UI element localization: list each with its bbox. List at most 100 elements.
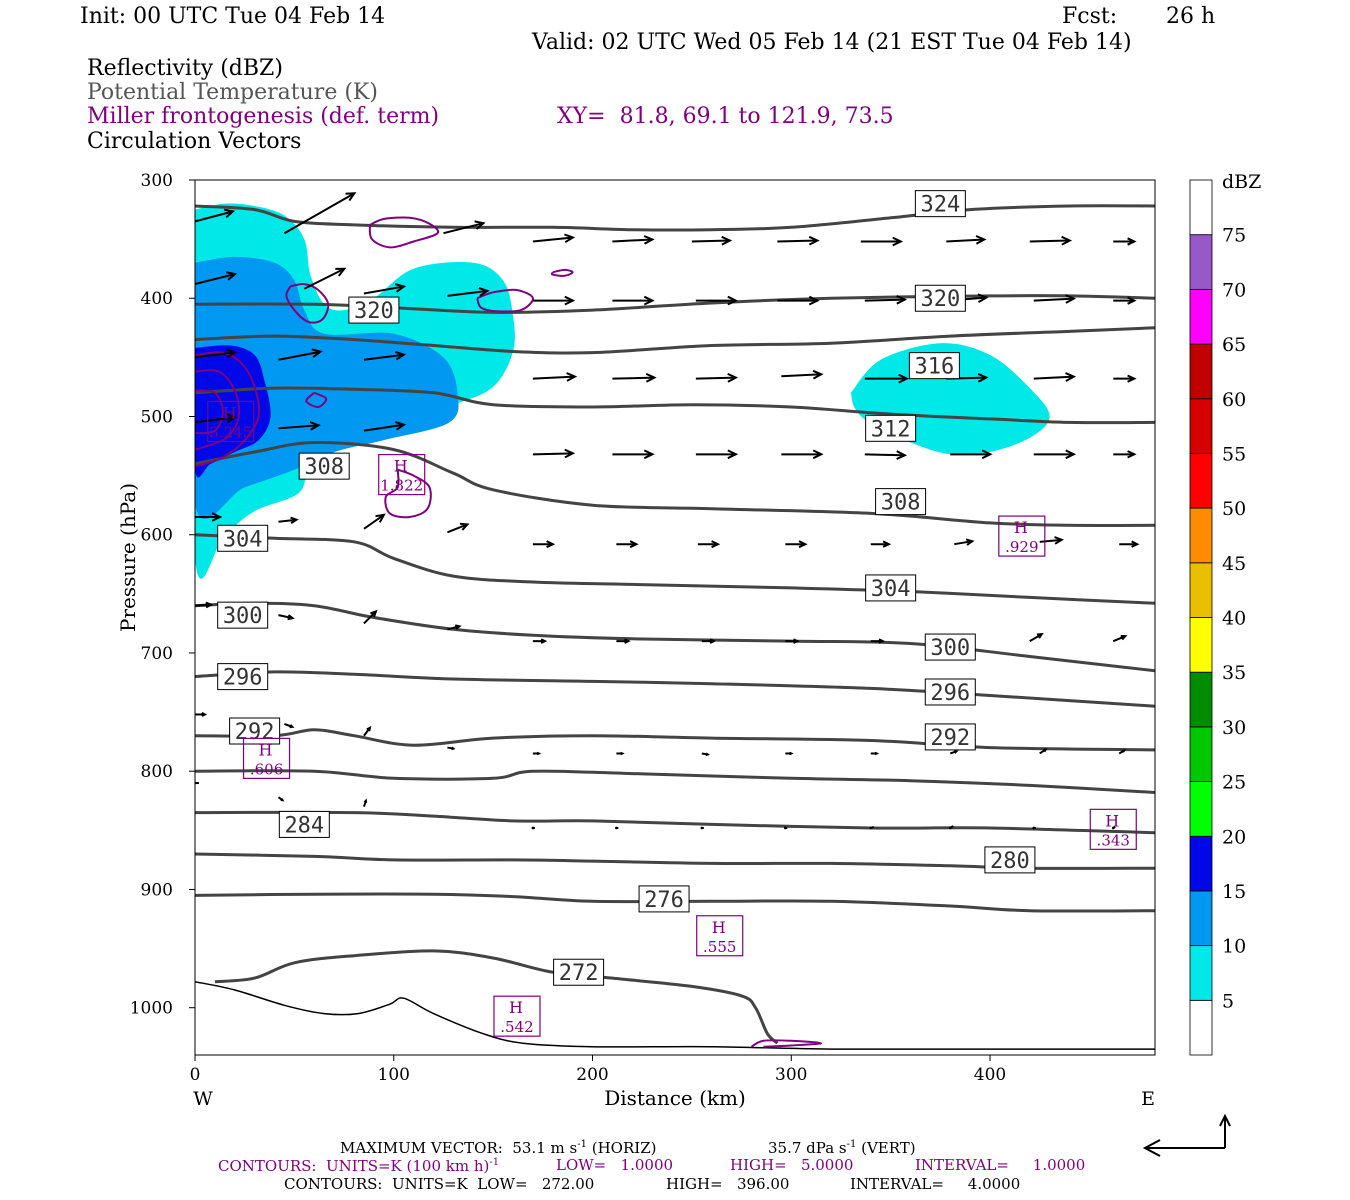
theta-contour-272 bbox=[214, 949, 779, 1045]
colorbar-level-label: 40 bbox=[1222, 608, 1246, 630]
vector-head bbox=[546, 540, 556, 549]
circulation-vector bbox=[531, 826, 535, 830]
colorbar-swatch bbox=[1189, 398, 1213, 454]
contour-label-box bbox=[924, 633, 976, 661]
theta-contours-high: HIGH= 396.00 bbox=[666, 1175, 790, 1193]
vector-head bbox=[643, 449, 655, 460]
circulation-vector bbox=[695, 449, 739, 460]
vector-head bbox=[629, 540, 639, 549]
max-label-box bbox=[696, 915, 744, 957]
x-axis-label: Distance (km) bbox=[604, 1086, 746, 1110]
vector-head bbox=[898, 373, 910, 384]
circulation-vector bbox=[532, 540, 556, 549]
circulation-vector bbox=[363, 350, 407, 361]
x-tick-label: 400 bbox=[974, 1065, 1006, 1085]
vector-dot bbox=[615, 826, 618, 830]
circulation-vector bbox=[532, 372, 578, 382]
vector-head bbox=[1065, 372, 1077, 382]
colorbar-swatch bbox=[1189, 343, 1213, 400]
circulation-vector bbox=[195, 208, 236, 223]
circulation-vector bbox=[695, 295, 739, 306]
circulation-vector bbox=[781, 449, 824, 460]
valid-time: Valid: 02 UTC Wed 05 Feb 14 (21 EST Tue … bbox=[532, 30, 1132, 55]
footer-max-vector: MAXIMUM VECTOR: 53.1 m s-1 (HORIZ) bbox=[340, 1140, 656, 1156]
circulation-vector bbox=[864, 450, 908, 460]
vector-head bbox=[620, 751, 625, 756]
frontogenesis-max-label: H.343 bbox=[1089, 808, 1137, 850]
fg-low: LOW= 1.0000 bbox=[556, 1156, 674, 1174]
vector-head bbox=[1122, 749, 1127, 753]
circulation-vector bbox=[284, 722, 295, 729]
colorbar-swatch bbox=[1189, 726, 1213, 782]
vector-head bbox=[1127, 374, 1137, 383]
circulation-vector bbox=[777, 235, 820, 246]
frontogenesis-max-label: H3.245 bbox=[207, 400, 255, 442]
vector-head bbox=[1054, 536, 1064, 545]
reflectivity-layer bbox=[195, 203, 1050, 579]
circulation-vector bbox=[948, 825, 954, 830]
contour-label-text: 320 bbox=[920, 287, 960, 312]
vector-head bbox=[474, 220, 486, 230]
theta-label-296: 296 bbox=[217, 663, 269, 691]
vector-shaft bbox=[278, 518, 297, 523]
colorbar-level-label: 55 bbox=[1222, 443, 1246, 465]
vector-dot bbox=[531, 826, 535, 830]
circulation-vector bbox=[1029, 632, 1044, 643]
vector-head bbox=[808, 295, 820, 306]
colorbar-level-label: 70 bbox=[1222, 279, 1246, 301]
max-label-h: H bbox=[259, 740, 273, 759]
vector-head bbox=[874, 751, 880, 756]
vector-head bbox=[564, 448, 576, 459]
vector-shaft bbox=[864, 453, 905, 457]
vector-shaft bbox=[283, 192, 355, 235]
vector-head bbox=[977, 372, 989, 383]
vector-shaft bbox=[695, 376, 736, 380]
vector-head bbox=[454, 624, 462, 630]
vector-head bbox=[878, 638, 886, 644]
vector-shaft bbox=[612, 376, 655, 380]
footer-max-vector-vert: 35.7 dPa s-1 (VERT) bbox=[768, 1140, 916, 1156]
frontogenesis-contour bbox=[384, 468, 432, 519]
vector-head bbox=[1043, 748, 1048, 753]
contour-label-text: 296 bbox=[223, 666, 263, 691]
theta-label-308: 308 bbox=[298, 452, 350, 480]
frontogenesis-max-label: H.929 bbox=[998, 515, 1046, 557]
circulation-vector bbox=[277, 796, 285, 802]
contour-label-layer: 324 320 320 316 312 308 308 304 304 300 300 296 296 2… bbox=[207, 190, 1137, 1037]
vector-head bbox=[205, 601, 214, 609]
circulation-vector bbox=[1032, 826, 1036, 830]
contour-label-box bbox=[217, 524, 269, 552]
legend-reflectivity: Reflectivity (dBZ) bbox=[87, 56, 283, 81]
contour-label-box bbox=[914, 284, 966, 312]
colorbar-swatch bbox=[1189, 617, 1213, 673]
contour-label-box bbox=[865, 574, 917, 602]
circulation-vector bbox=[616, 540, 639, 549]
vector-head bbox=[1036, 632, 1044, 639]
y-tick-label: 700 bbox=[141, 644, 173, 664]
vector-head bbox=[395, 350, 407, 361]
vector-head bbox=[645, 372, 657, 383]
forecast-label: Fcst: bbox=[1062, 4, 1118, 29]
vector-shaft bbox=[363, 353, 405, 361]
circulation-vector bbox=[781, 369, 824, 380]
circulation-vector bbox=[278, 614, 295, 621]
colorbar-swatch bbox=[1189, 671, 1213, 728]
contour-label-box bbox=[278, 810, 330, 838]
theta-contour-304 bbox=[195, 533, 1155, 605]
y-tick-label: 300 bbox=[141, 171, 173, 191]
vector-head bbox=[977, 293, 989, 303]
fg-units-exp: -1 bbox=[489, 1157, 500, 1168]
colorbar-level-label: 65 bbox=[1222, 334, 1246, 356]
y-tick-label: 600 bbox=[141, 526, 173, 546]
vector-head bbox=[812, 369, 824, 380]
contour-label-box bbox=[875, 488, 927, 516]
colorbar-swatch bbox=[1189, 179, 1213, 236]
vector-shaft bbox=[1029, 239, 1070, 243]
frontogenesis-max-label: H1.822 bbox=[378, 454, 426, 496]
circulation-vector bbox=[195, 781, 199, 785]
max-label-h: H bbox=[712, 918, 726, 937]
vector-head bbox=[226, 413, 238, 424]
vector-head bbox=[451, 746, 456, 751]
fg-high: HIGH= 5.0000 bbox=[730, 1156, 854, 1174]
max-label-value: .555 bbox=[703, 938, 736, 956]
